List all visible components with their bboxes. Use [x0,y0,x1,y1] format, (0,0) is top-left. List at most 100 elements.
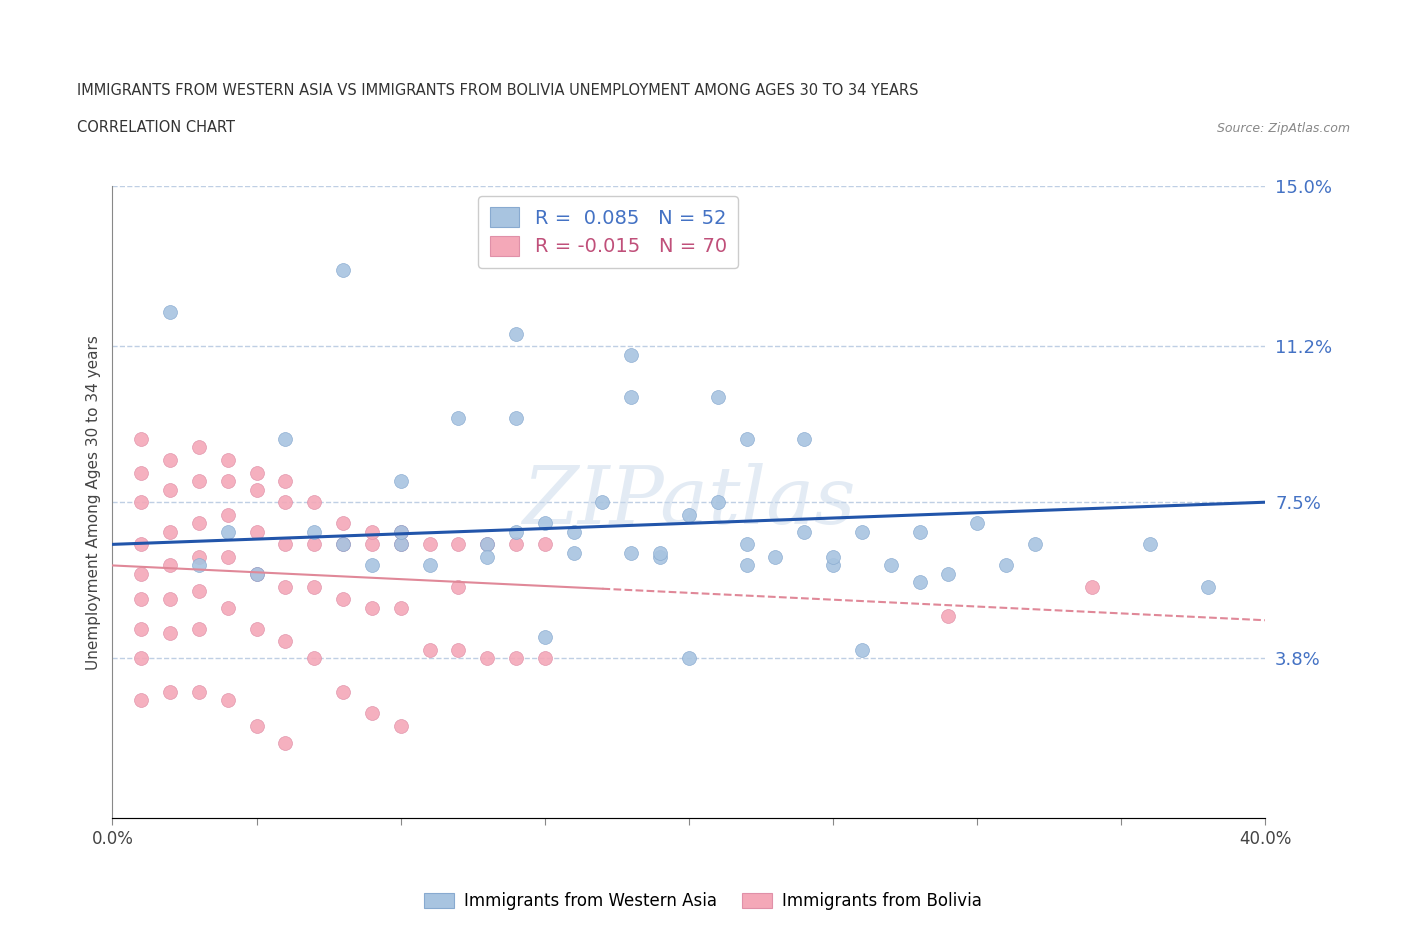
Point [217,600,239,615]
Point [592,495,614,510]
Point [217,525,239,539]
Point [1197,579,1219,594]
Point [332,591,354,606]
Point [419,643,441,658]
Point [129,465,153,480]
Point [735,558,758,573]
Point [735,537,758,551]
Point [274,473,297,488]
Point [908,575,931,590]
Point [245,718,267,733]
Point [793,525,815,539]
Point [1139,537,1161,551]
Point [447,410,470,425]
Legend: Immigrants from Western Asia, Immigrants from Bolivia: Immigrants from Western Asia, Immigrants… [418,885,988,917]
Point [851,525,873,539]
Point [217,453,239,468]
Point [706,390,728,405]
Point [129,566,153,581]
Point [1081,579,1104,594]
Point [188,473,211,488]
Point [936,608,959,623]
Point [129,651,153,666]
Point [851,643,873,658]
Point [217,550,239,565]
Text: ZIPatlas: ZIPatlas [522,463,856,541]
Point [188,621,211,636]
Point [648,550,672,565]
Point [648,545,672,560]
Point [129,495,153,510]
Point [245,621,267,636]
Point [475,537,498,551]
Point [159,626,181,641]
Point [245,482,267,497]
Point [505,326,527,341]
Point [274,634,297,649]
Point [304,579,326,594]
Point [505,410,527,425]
Point [188,583,211,598]
Point [419,558,441,573]
Point [360,525,382,539]
Point [1024,537,1046,551]
Point [533,537,555,551]
Point [332,263,354,278]
Point [159,525,181,539]
Text: Source: ZipAtlas.com: Source: ZipAtlas.com [1216,122,1350,135]
Point [821,558,844,573]
Point [159,305,181,320]
Point [332,516,354,531]
Legend: R =  0.085   N = 52, R = -0.015   N = 70: R = 0.085 N = 52, R = -0.015 N = 70 [478,195,738,268]
Point [245,566,267,581]
Point [188,440,211,455]
Point [129,432,153,446]
Point [304,525,326,539]
Point [129,591,153,606]
Point [274,495,297,510]
Point [188,684,211,699]
Point [706,495,728,510]
Point [447,579,470,594]
Point [129,537,153,551]
Point [389,473,412,488]
Point [562,525,585,539]
Point [159,591,181,606]
Point [188,558,211,573]
Point [332,537,354,551]
Point [129,621,153,636]
Point [793,432,815,446]
Point [533,630,555,644]
Point [505,537,527,551]
Point [475,550,498,565]
Text: CORRELATION CHART: CORRELATION CHART [77,120,235,135]
Point [159,482,181,497]
Point [274,537,297,551]
Point [908,525,931,539]
Point [735,432,758,446]
Point [620,347,643,362]
Point [995,558,1018,573]
Point [389,718,412,733]
Point [159,684,181,699]
Point [505,651,527,666]
Point [475,537,498,551]
Point [217,693,239,708]
Point [360,537,382,551]
Point [389,525,412,539]
Point [389,600,412,615]
Point [274,579,297,594]
Point [419,537,441,551]
Point [678,508,700,523]
Point [188,550,211,565]
Point [505,525,527,539]
Point [332,684,354,699]
Point [360,706,382,721]
Point [880,558,903,573]
Point [188,516,211,531]
Point [966,516,988,531]
Y-axis label: Unemployment Among Ages 30 to 34 years: Unemployment Among Ages 30 to 34 years [86,335,101,670]
Point [245,566,267,581]
Point [389,525,412,539]
Point [447,537,470,551]
